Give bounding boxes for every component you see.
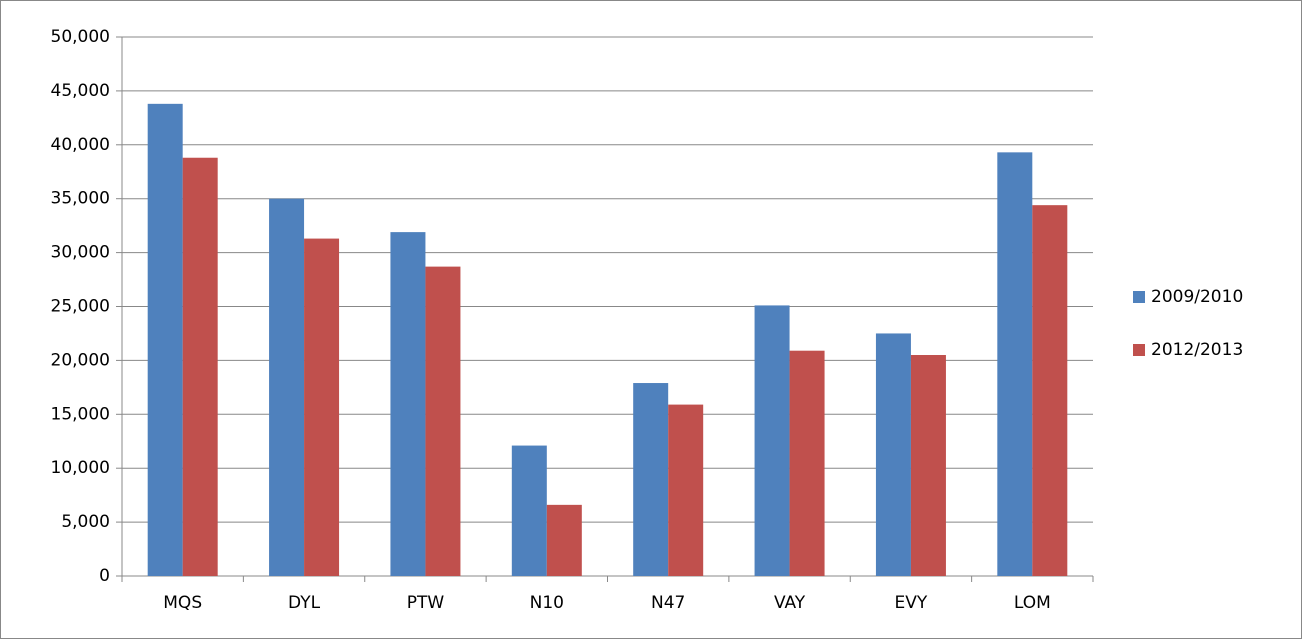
y-tick-label: 35,000 (51, 189, 110, 209)
y-tick-label: 40,000 (51, 135, 110, 155)
bar (875, 333, 911, 576)
legend-label: 2012/2013 (1151, 340, 1243, 360)
y-tick-label: 0 (99, 566, 110, 586)
y-tick-label: 15,000 (51, 404, 110, 424)
bar (1032, 205, 1068, 576)
x-tick-label: N47 (651, 593, 685, 613)
y-tick-label: 20,000 (51, 350, 110, 370)
y-tick-label: 50,000 (51, 27, 110, 47)
legend-swatch (1133, 291, 1145, 303)
x-tick-label: PTW (407, 593, 445, 613)
bar (633, 383, 669, 576)
bar (511, 445, 547, 576)
bar (269, 198, 305, 576)
y-tick-label: 5,000 (61, 512, 110, 532)
y-tick-label: 10,000 (51, 458, 110, 478)
x-tick-label: LOM (1014, 593, 1051, 613)
bar (754, 305, 790, 576)
bar (668, 404, 704, 576)
bar (997, 152, 1033, 576)
x-tick-label: VAY (774, 593, 806, 613)
x-tick-label: N10 (530, 593, 564, 613)
bar (182, 157, 218, 576)
bar (304, 238, 340, 576)
bar (789, 350, 825, 576)
legend-swatch (1133, 344, 1145, 356)
bar (147, 103, 183, 576)
y-tick-label: 25,000 (51, 297, 110, 317)
x-tick-label: MQS (163, 593, 202, 613)
legend-label: 2009/2010 (1151, 287, 1243, 307)
bar (910, 355, 946, 576)
bar (390, 232, 426, 577)
x-tick-label: EVY (895, 593, 928, 613)
y-tick-label: 45,000 (51, 81, 110, 101)
x-tick-label: DYL (288, 593, 321, 613)
bar (546, 504, 582, 576)
bar (425, 266, 461, 576)
y-tick-label: 30,000 (51, 243, 110, 263)
